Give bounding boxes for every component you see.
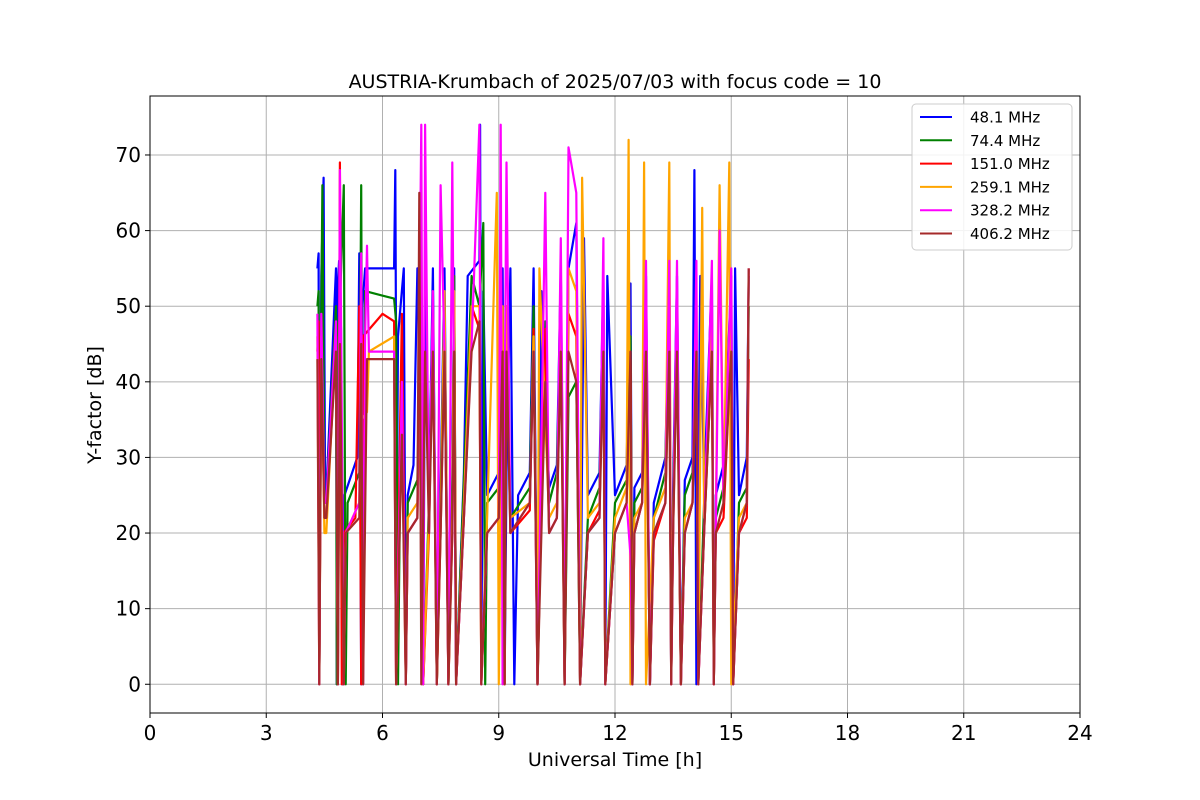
- x-tick-label: 3: [260, 721, 273, 745]
- axis-ticks: 0 3 6 9 12 15 18 21 24 0 10 20 30 40 50 60 70: [116, 143, 1093, 745]
- x-tick-label: 6: [376, 721, 389, 745]
- x-tick-label: 18: [835, 721, 860, 745]
- series-line-5: [316, 191, 750, 686]
- x-tick-label: 0: [144, 721, 157, 745]
- x-axis-label: Universal Time [h]: [528, 749, 702, 771]
- legend: 48.1 MHz 74.4 MHz 151.0 MHz 259.1 MHz 32…: [911, 103, 1073, 251]
- y-tick-label: 60: [116, 219, 141, 243]
- y-tick-label: 50: [116, 294, 141, 318]
- legend-entry-label: 48.1 MHz: [970, 109, 1040, 127]
- series-lines: [316, 123, 750, 686]
- legend-entry-label: 259.1 MHz: [970, 178, 1050, 196]
- chart-title: AUSTRIA-Krumbach of 2025/07/03 with focu…: [349, 71, 882, 93]
- x-tick-label: 12: [602, 721, 627, 745]
- x-tick-label: 9: [492, 721, 505, 745]
- y-tick-label: 20: [116, 521, 141, 545]
- y-axis-label: Y-factor [dB]: [84, 346, 106, 465]
- y-tick-label: 40: [116, 370, 141, 394]
- legend-entry-label: 328.2 MHz: [970, 202, 1050, 220]
- y-tick-label: 30: [116, 445, 141, 469]
- legend-entry-label: 406.2 MHz: [970, 225, 1050, 243]
- y-tick-label: 10: [116, 597, 141, 621]
- x-tick-label: 21: [951, 721, 976, 745]
- y-tick-label: 0: [128, 672, 141, 696]
- legend-entry-label: 74.4 MHz: [970, 132, 1040, 150]
- x-tick-label: 24: [1067, 721, 1092, 745]
- legend-entry-label: 151.0 MHz: [970, 155, 1050, 173]
- y-tick-label: 70: [116, 143, 141, 167]
- x-tick-label: 15: [719, 721, 744, 745]
